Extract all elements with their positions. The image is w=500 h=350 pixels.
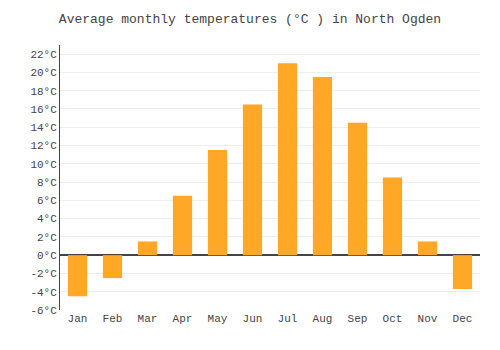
svg-text:8°C: 8°C [37,177,57,189]
svg-text:22°C: 22°C [30,49,57,61]
svg-text:18°C: 18°C [30,86,57,98]
svg-text:Nov: Nov [418,313,438,325]
svg-text:Sep: Sep [348,313,368,325]
svg-text:-2°C: -2°C [30,268,57,280]
svg-text:16°C: 16°C [30,104,57,116]
svg-text:10°C: 10°C [30,159,57,171]
svg-text:May: May [208,313,228,325]
svg-text:Jan: Jan [68,313,88,325]
svg-text:Average monthly temperatures (: Average monthly temperatures (°C ) in No… [59,12,441,27]
svg-text:Mar: Mar [138,313,158,325]
svg-text:14°C: 14°C [30,122,57,134]
svg-text:4°C: 4°C [37,213,57,225]
svg-text:12°C: 12°C [30,140,57,152]
svg-text:Feb: Feb [103,313,123,325]
svg-text:0°C: 0°C [37,250,57,262]
svg-text:Oct: Oct [383,313,403,325]
svg-text:Apr: Apr [173,313,193,325]
svg-text:-6°C: -6°C [30,305,57,317]
svg-text:Jul: Jul [278,313,298,325]
svg-text:Aug: Aug [313,313,333,325]
svg-text:-4°C: -4°C [30,287,57,299]
svg-text:Dec: Dec [453,313,473,325]
svg-text:2°C: 2°C [37,232,57,244]
svg-text:6°C: 6°C [37,195,57,207]
svg-text:Jun: Jun [243,313,263,325]
svg-text:20°C: 20°C [30,67,57,79]
